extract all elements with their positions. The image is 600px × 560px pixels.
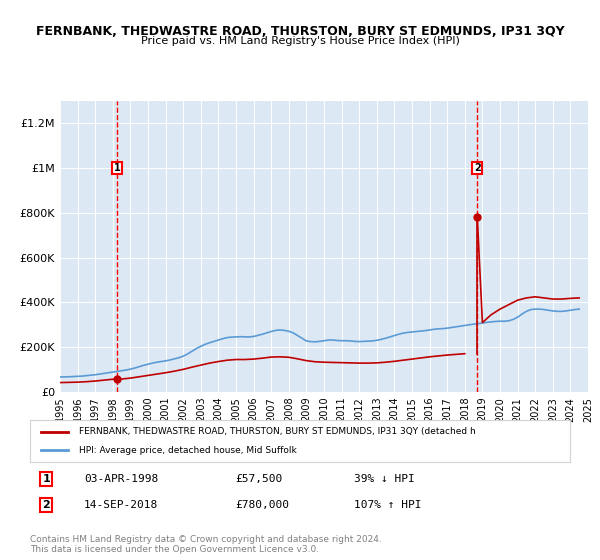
Text: Price paid vs. HM Land Registry's House Price Index (HPI): Price paid vs. HM Land Registry's House …: [140, 36, 460, 46]
Text: 03-APR-1998: 03-APR-1998: [84, 474, 158, 484]
Text: 107% ↑ HPI: 107% ↑ HPI: [354, 500, 421, 510]
Text: Contains HM Land Registry data © Crown copyright and database right 2024.
This d: Contains HM Land Registry data © Crown c…: [30, 535, 382, 554]
Text: 1: 1: [43, 474, 50, 484]
Text: 14-SEP-2018: 14-SEP-2018: [84, 500, 158, 510]
Text: 39% ↓ HPI: 39% ↓ HPI: [354, 474, 415, 484]
Text: 2: 2: [474, 163, 481, 173]
Text: 1: 1: [114, 163, 121, 173]
Text: FERNBANK, THEDWASTRE ROAD, THURSTON, BURY ST EDMUNDS, IP31 3QY: FERNBANK, THEDWASTRE ROAD, THURSTON, BUR…: [35, 25, 565, 38]
Text: 2: 2: [43, 500, 50, 510]
Text: HPI: Average price, detached house, Mid Suffolk: HPI: Average price, detached house, Mid …: [79, 446, 296, 455]
Text: £780,000: £780,000: [235, 500, 289, 510]
Text: £57,500: £57,500: [235, 474, 283, 484]
Text: FERNBANK, THEDWASTRE ROAD, THURSTON, BURY ST EDMUNDS, IP31 3QY (detached h: FERNBANK, THEDWASTRE ROAD, THURSTON, BUR…: [79, 427, 475, 436]
